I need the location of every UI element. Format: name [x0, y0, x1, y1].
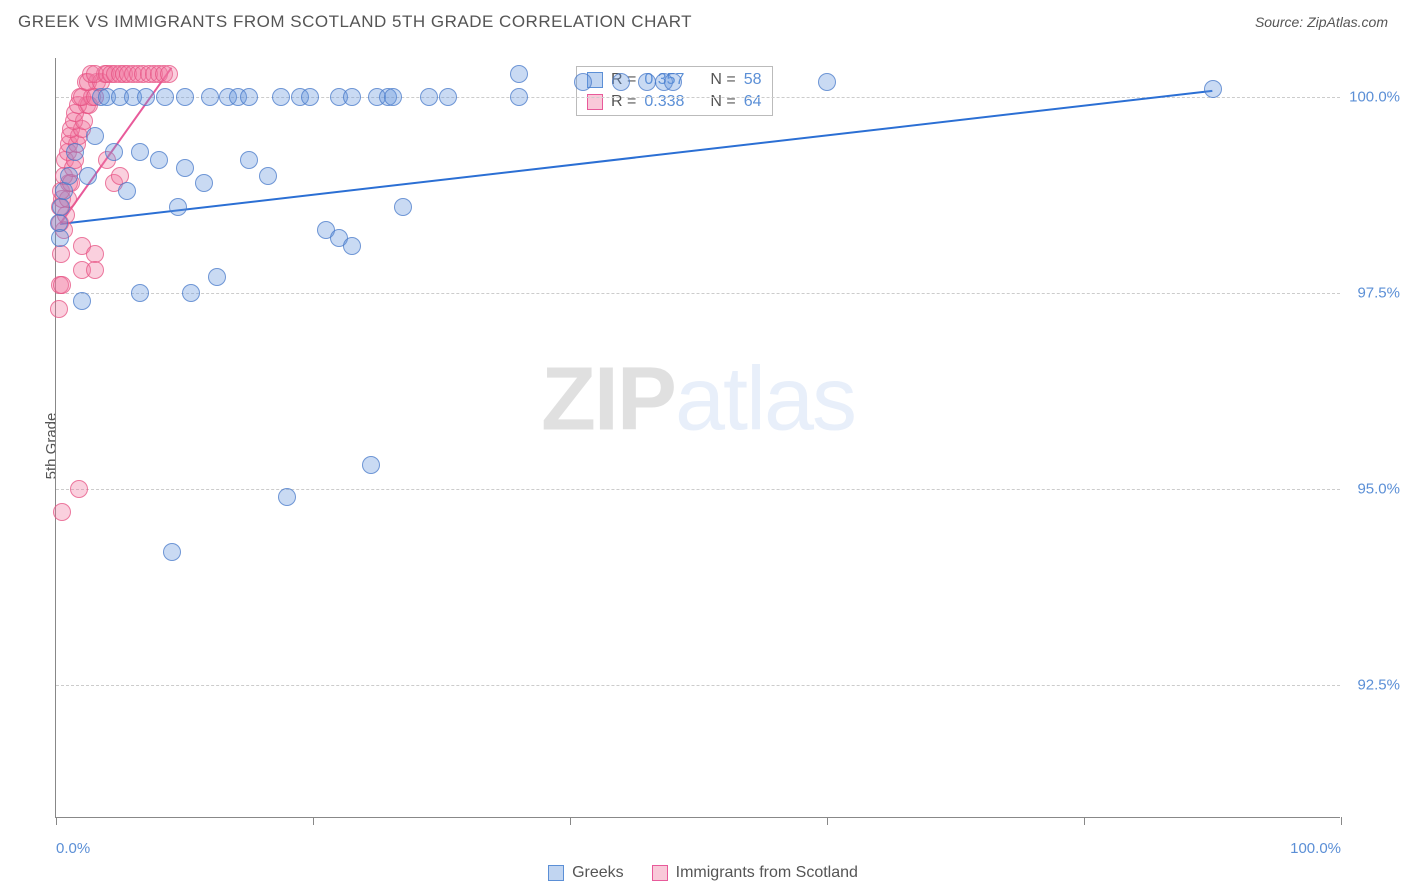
data-point-pink	[53, 503, 71, 521]
scatter-plot-area: ZIPatlas R = 0.357 N = 58 R = 0.338 N = …	[55, 58, 1340, 818]
x-tick	[827, 817, 828, 825]
source-name: ZipAtlas.com	[1307, 14, 1388, 30]
source-attribution: Source: ZipAtlas.com	[1255, 14, 1388, 30]
source-prefix: Source:	[1255, 14, 1307, 30]
data-point-pink	[86, 261, 104, 279]
data-point-blue	[343, 88, 361, 106]
data-point-blue	[169, 198, 187, 216]
data-point-pink	[52, 245, 70, 263]
data-point-blue	[510, 88, 528, 106]
data-point-blue	[208, 268, 226, 286]
x-tick	[56, 817, 57, 825]
data-point-pink	[70, 480, 88, 498]
data-point-pink	[160, 65, 178, 83]
data-point-blue	[362, 456, 380, 474]
x-tick-label: 100.0%	[1290, 840, 1341, 857]
data-point-blue	[176, 159, 194, 177]
data-point-blue	[201, 88, 219, 106]
x-tick	[313, 817, 314, 825]
data-point-blue	[278, 488, 296, 506]
r-value-series2: 0.338	[644, 93, 684, 111]
data-point-blue	[574, 73, 592, 91]
data-point-blue	[176, 88, 194, 106]
n-value-series2: 64	[744, 93, 762, 111]
n-label: N =	[710, 71, 735, 89]
y-tick-label: 92.5%	[1357, 676, 1400, 693]
data-point-blue	[240, 88, 258, 106]
watermark-zip: ZIP	[541, 349, 675, 449]
data-point-blue	[301, 88, 319, 106]
y-tick-label: 100.0%	[1349, 89, 1400, 106]
n-label: N =	[710, 93, 735, 111]
swatch-blue-icon	[548, 865, 564, 881]
data-point-blue	[343, 237, 361, 255]
data-point-blue	[510, 65, 528, 83]
n-value-series1: 58	[744, 71, 762, 89]
legend-label-scotland: Immigrants from Scotland	[676, 864, 858, 882]
data-point-blue	[163, 543, 181, 561]
watermark-atlas: atlas	[675, 349, 855, 449]
data-point-blue	[137, 88, 155, 106]
data-point-blue	[105, 143, 123, 161]
data-point-blue	[612, 73, 630, 91]
y-tick-label: 97.5%	[1357, 285, 1400, 302]
bottom-legend: Greeks Immigrants from Scotland	[0, 864, 1406, 882]
data-point-blue	[51, 229, 69, 247]
data-point-blue	[272, 88, 290, 106]
data-point-blue	[439, 88, 457, 106]
data-point-blue	[259, 167, 277, 185]
legend-item-greeks: Greeks	[548, 864, 624, 882]
legend-label-greeks: Greeks	[572, 864, 624, 882]
data-point-blue	[150, 151, 168, 169]
data-point-blue	[664, 73, 682, 91]
data-point-blue	[156, 88, 174, 106]
data-point-blue	[79, 167, 97, 185]
data-point-blue	[1204, 80, 1222, 98]
legend-item-scotland: Immigrants from Scotland	[652, 864, 858, 882]
swatch-pink-icon	[652, 865, 668, 881]
x-tick-label: 0.0%	[56, 840, 90, 857]
data-point-blue	[818, 73, 836, 91]
data-point-blue	[52, 198, 70, 216]
data-point-pink	[53, 276, 71, 294]
data-point-pink	[50, 300, 68, 318]
data-point-blue	[118, 182, 136, 200]
x-tick	[1341, 817, 1342, 825]
data-point-blue	[60, 167, 78, 185]
stats-row-series2: R = 0.338 N = 64	[577, 91, 772, 113]
data-point-blue	[638, 73, 656, 91]
watermark: ZIPatlas	[541, 348, 855, 451]
r-label: R =	[611, 93, 636, 111]
data-point-blue	[55, 182, 73, 200]
data-point-blue	[86, 127, 104, 145]
data-point-blue	[131, 284, 149, 302]
gridline-h	[56, 685, 1340, 686]
chart-title: GREEK VS IMMIGRANTS FROM SCOTLAND 5TH GR…	[18, 12, 692, 32]
data-point-blue	[420, 88, 438, 106]
data-point-blue	[240, 151, 258, 169]
y-tick-label: 95.0%	[1357, 480, 1400, 497]
data-point-blue	[73, 292, 91, 310]
data-point-blue	[182, 284, 200, 302]
data-point-blue	[131, 143, 149, 161]
data-point-blue	[394, 198, 412, 216]
x-tick	[570, 817, 571, 825]
gridline-h	[56, 293, 1340, 294]
data-point-blue	[384, 88, 402, 106]
data-point-blue	[66, 143, 84, 161]
x-tick	[1084, 817, 1085, 825]
gridline-h	[56, 489, 1340, 490]
data-point-blue	[195, 174, 213, 192]
